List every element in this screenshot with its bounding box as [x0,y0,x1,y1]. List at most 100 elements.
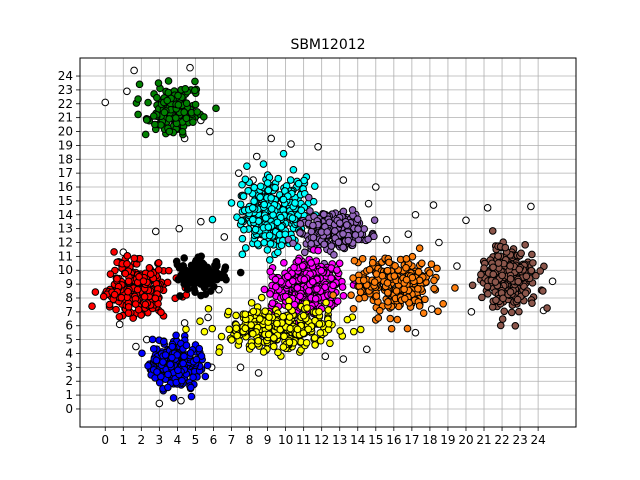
data-point [269,211,277,219]
data-point [221,263,230,271]
data-point [393,315,402,324]
data-point [237,217,246,225]
data-point [110,248,118,256]
data-point [348,206,357,214]
data-point [511,321,520,330]
x-tick-label: 13 [332,433,347,447]
data-point [478,293,486,302]
data-point [191,77,199,86]
data-point [527,202,535,211]
y-tick-label: 2 [65,374,73,388]
data-point [296,229,304,237]
data-point [141,130,150,139]
data-point [175,264,184,272]
data-point [165,127,174,136]
data-point [415,244,424,252]
x-tick-label: 17 [404,433,419,447]
data-point [264,330,273,339]
data-point [289,277,297,285]
data-point [177,270,186,279]
data-point [159,358,167,366]
y-tick-label: 16 [58,180,73,194]
data-point [124,303,133,311]
data-point [180,352,188,361]
data-point [326,339,334,348]
data-point [206,127,214,136]
data-point [99,292,108,301]
data-point [411,328,420,337]
data-point [383,288,392,297]
data-point [236,200,245,209]
data-point [498,271,506,280]
data-point [168,353,176,362]
data-point [172,114,180,122]
data-point [385,258,393,267]
data-point [279,195,288,204]
data-point [113,275,121,283]
data-point [178,376,186,385]
data-point [174,366,182,375]
data-point [225,325,234,334]
data-point [121,269,130,278]
data-point [417,259,426,268]
data-point [335,259,344,268]
data-point [152,356,161,365]
data-point [368,258,377,267]
data-point [159,337,168,346]
data-point [251,225,260,234]
data-point [144,362,152,370]
data-point [194,275,203,284]
x-tick-label: 10 [278,433,293,447]
y-tick-label: 24 [58,69,73,83]
data-point [91,288,100,296]
x-tick-label: 12 [314,433,329,447]
y-tick-label: 22 [58,97,73,111]
data-point [342,221,351,229]
data-point [265,313,273,321]
y-tick-label: 20 [58,125,73,139]
data-point [169,394,178,402]
data-point [356,288,365,296]
data-point [191,100,200,109]
data-point [241,244,250,252]
data-point [208,324,217,333]
data-point [175,224,183,233]
x-tick-label: 3 [156,433,164,447]
data-point [492,296,500,304]
data-point [300,275,309,284]
data-point [299,329,308,337]
data-point [196,317,204,326]
data-point [338,283,347,291]
data-point [383,266,392,275]
data-point [468,281,477,290]
data-point [200,327,209,336]
data-point [266,290,274,298]
data-point [174,101,183,109]
x-tick-label: 14 [350,433,365,447]
data-point [279,343,288,351]
data-point [142,116,151,124]
data-point [134,95,142,103]
data-point [291,199,299,207]
data-point [324,306,333,314]
data-point [347,291,355,299]
data-point [311,182,319,190]
x-tick-label: 1 [119,433,127,447]
data-point [411,210,420,219]
data-point [506,262,514,270]
data-point [132,342,140,351]
data-point [467,308,476,316]
data-point [277,241,286,250]
data-point [515,307,523,316]
data-point [182,99,191,108]
data-point [265,256,274,264]
data-point [498,315,507,323]
data-point [307,259,315,267]
data-point [112,305,120,314]
data-point [238,250,247,259]
x-tick-label: 11 [296,433,311,447]
x-tick-label: 23 [512,433,527,447]
data-point [241,310,250,319]
data-point [314,246,322,255]
